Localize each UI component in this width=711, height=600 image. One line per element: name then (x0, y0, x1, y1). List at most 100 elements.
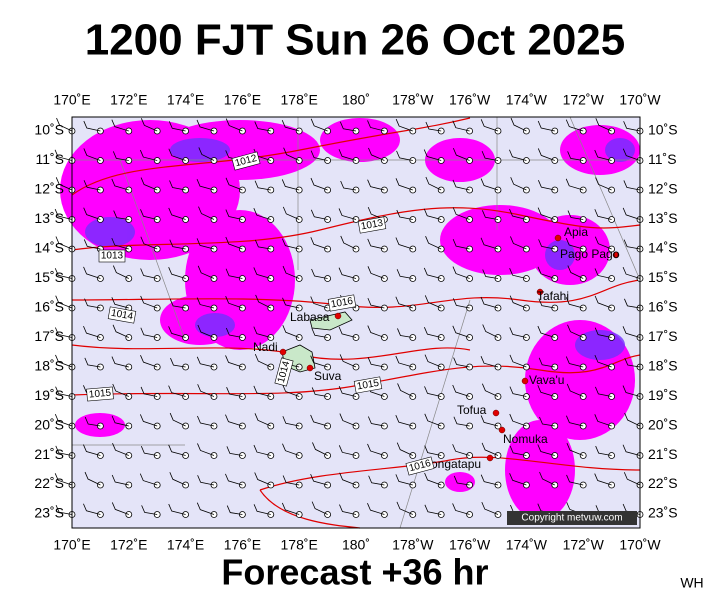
barb (55, 236, 73, 250)
barb (254, 353, 271, 368)
barb (567, 324, 584, 338)
barb (537, 325, 555, 338)
barb (480, 474, 499, 486)
barb (282, 325, 300, 338)
barb (225, 355, 243, 368)
lat-label-left: 16˚S (34, 298, 64, 314)
barb (168, 326, 186, 338)
barb (425, 121, 442, 132)
barb (54, 473, 73, 486)
barb (509, 386, 527, 397)
barb (395, 237, 413, 250)
barb (367, 179, 385, 191)
barb (139, 149, 158, 161)
barb (594, 149, 612, 161)
barb (197, 443, 215, 456)
barb (140, 268, 158, 279)
barb (594, 354, 612, 368)
barb (197, 324, 215, 338)
barb (139, 473, 158, 486)
place-dot (334, 312, 342, 320)
lat-label-right: 17˚S (648, 328, 678, 344)
barb (111, 237, 129, 250)
barb (282, 384, 300, 397)
title: 1200 FJT Sun 26 Oct 2025 (85, 16, 626, 65)
barb (424, 386, 442, 397)
barb (537, 385, 555, 397)
barb (424, 354, 442, 368)
barb (83, 239, 101, 250)
lon-label-top: 178˚W (392, 92, 434, 108)
barb (253, 208, 271, 220)
barb (255, 294, 271, 309)
barb (310, 473, 328, 486)
barb (425, 236, 442, 250)
lat-label-right: 18˚S (648, 357, 678, 373)
isobars (71, 117, 641, 529)
place-dot (306, 364, 314, 372)
lon-label-bottom: 176˚E (224, 537, 261, 553)
barb (480, 415, 499, 427)
barb (55, 327, 73, 338)
lon-label-bottom: 174˚W (506, 537, 548, 553)
barb (510, 117, 527, 132)
barb (622, 326, 641, 338)
barb (281, 120, 300, 132)
isobar-label: 1013 (357, 216, 387, 234)
barb (168, 148, 186, 161)
barb (595, 445, 612, 456)
lat-label-left: 12˚S (34, 181, 64, 197)
barb (111, 178, 129, 191)
lat-label-left: 15˚S (34, 269, 64, 285)
barb (509, 354, 527, 368)
lat-label-right: 23˚S (648, 505, 678, 521)
barb (140, 209, 158, 220)
barb (509, 295, 527, 309)
lat-label-left: 22˚S (34, 475, 64, 491)
barb (453, 357, 470, 368)
barb (312, 442, 328, 456)
barb (112, 151, 129, 161)
place-dot (536, 288, 544, 296)
barb (481, 383, 499, 397)
barb (339, 354, 357, 368)
place-name: Pago Pago (560, 247, 620, 261)
barb (197, 475, 215, 486)
place-name: Labasa (290, 310, 330, 324)
barb (538, 357, 555, 368)
barb (255, 239, 271, 250)
barb (282, 443, 300, 456)
barb (396, 442, 413, 456)
barb (480, 119, 499, 132)
barb (624, 298, 641, 309)
barb (338, 267, 357, 279)
barb (168, 266, 186, 279)
barb (509, 473, 527, 486)
barb (510, 177, 527, 191)
barb (396, 269, 413, 279)
barb (282, 297, 300, 309)
barb (565, 297, 584, 309)
lon-label-top: 180˚ (342, 92, 370, 108)
barb (225, 118, 243, 132)
barb (367, 120, 385, 132)
barb (196, 356, 215, 368)
isobar-label: 1014 (107, 306, 137, 324)
barb (509, 413, 527, 427)
barb (225, 209, 243, 220)
barb (452, 147, 470, 161)
initials: WH (680, 575, 703, 591)
lon-label-top: 170˚W (619, 92, 661, 108)
barb (169, 472, 186, 486)
barb (83, 325, 101, 338)
lat-label-right: 14˚S (648, 240, 678, 256)
lon-label-top: 174˚E (167, 92, 204, 108)
barb (254, 472, 271, 486)
barb (310, 177, 328, 191)
barb (225, 177, 243, 191)
barb (310, 150, 328, 161)
barb (452, 207, 470, 220)
barb (567, 151, 584, 161)
barb (622, 444, 641, 456)
barb (452, 444, 470, 456)
